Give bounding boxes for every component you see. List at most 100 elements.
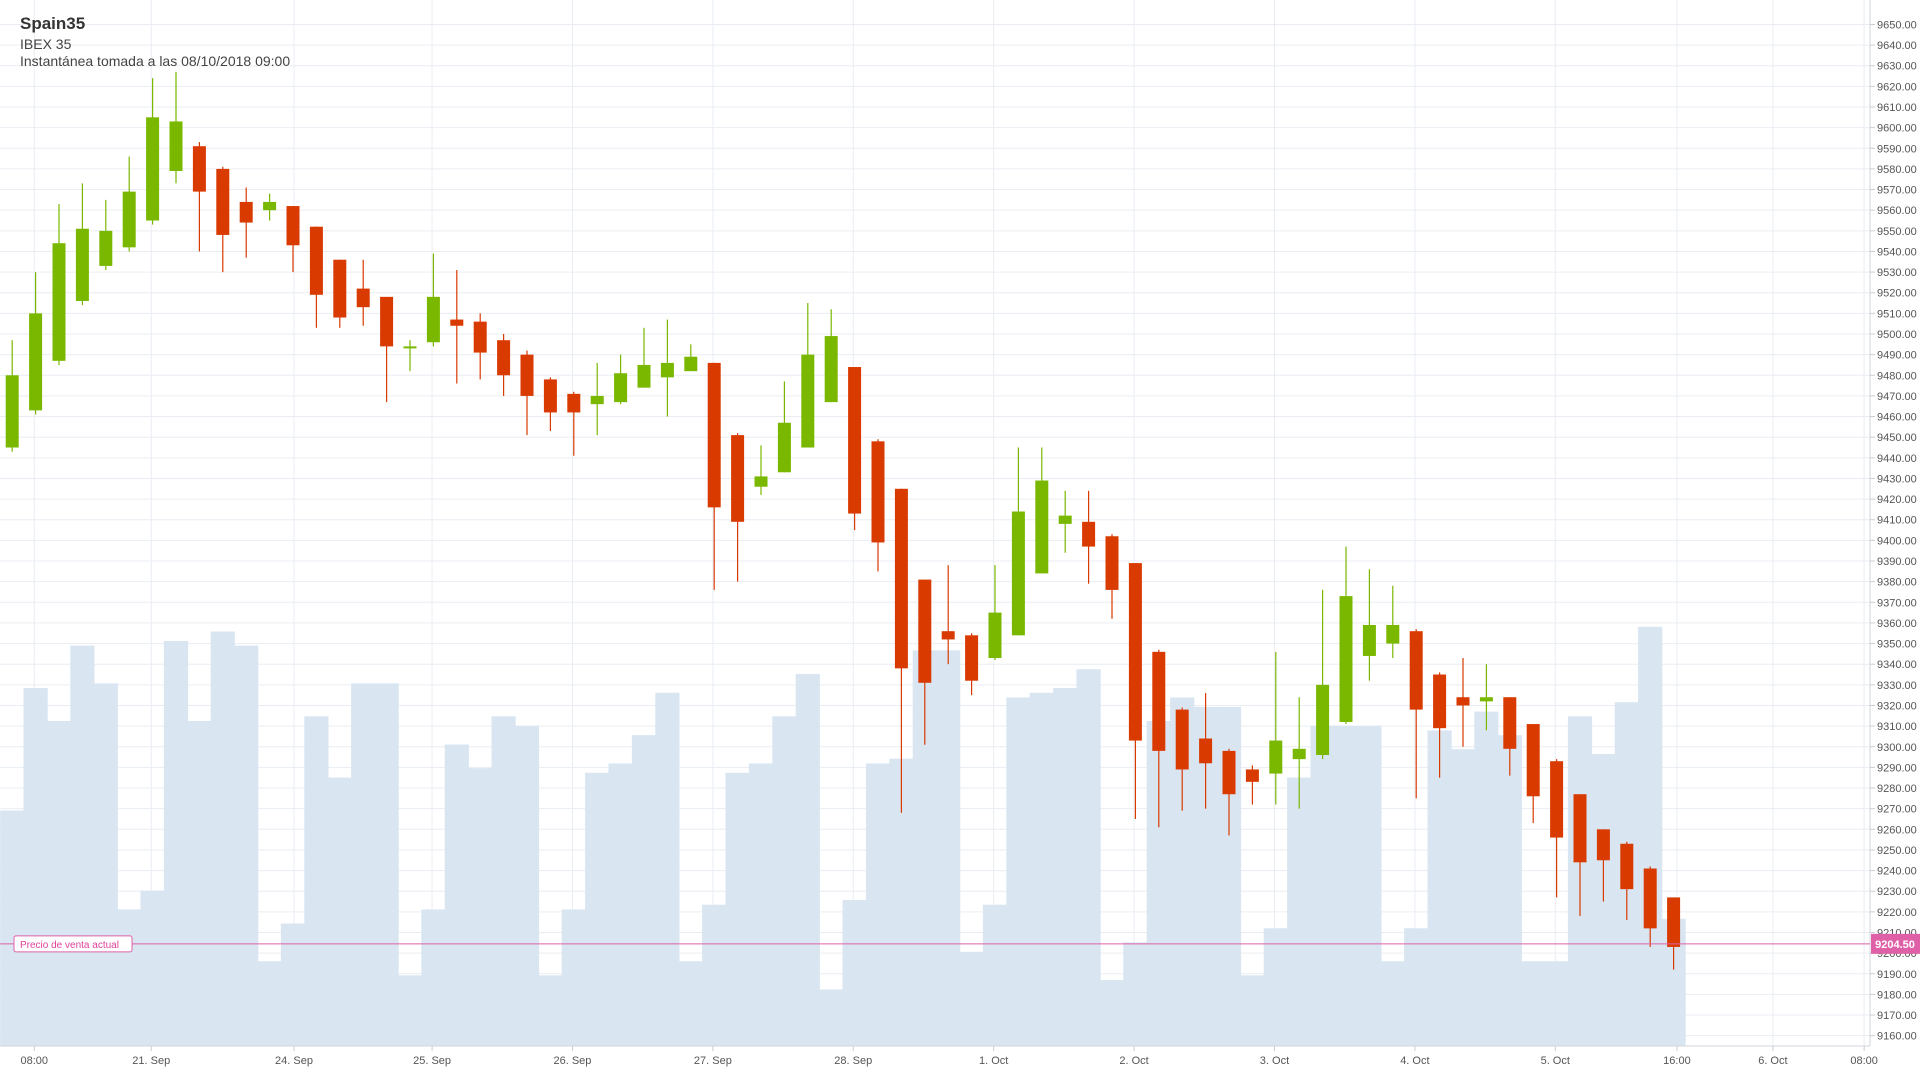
- y-tick-label: 9180.00: [1877, 989, 1917, 1001]
- volume-bar: [748, 763, 774, 1046]
- candle-body: [216, 168, 230, 235]
- candle-up: [29, 272, 43, 415]
- candle-body: [754, 476, 768, 487]
- candle-down: [1105, 534, 1119, 619]
- candle-body: [356, 288, 370, 308]
- candle-body: [5, 375, 19, 448]
- candle-body: [309, 226, 323, 295]
- candle-body: [1175, 709, 1189, 770]
- candle-down: [1222, 748, 1236, 836]
- y-tick-label: 9630.00: [1877, 61, 1917, 73]
- candle-body: [1339, 596, 1353, 722]
- volume-bar: [257, 961, 282, 1046]
- volume-bar: [1544, 961, 1569, 1046]
- volume-bar: [234, 645, 259, 1046]
- volume-bar: [210, 631, 235, 1046]
- y-tick-label: 9230.00: [1877, 886, 1917, 898]
- x-tick-label: 25. Sep: [413, 1055, 451, 1067]
- volume-bar: [1427, 730, 1452, 1046]
- y-tick-label: 9650.00: [1877, 19, 1917, 31]
- candle-body: [1011, 511, 1025, 636]
- volume-bar: [1006, 697, 1031, 1046]
- current-price-tag: [1871, 933, 1920, 954]
- volume-bar: [117, 909, 142, 1046]
- candle-body: [941, 631, 955, 640]
- y-tick-label: 9260.00: [1877, 824, 1917, 836]
- x-tick-label: 16:00: [1663, 1055, 1691, 1067]
- volume-series: [0, 626, 1686, 1046]
- candle-body: [1058, 515, 1072, 524]
- candle-body: [614, 373, 628, 403]
- y-tick-label: 9320.00: [1877, 700, 1917, 712]
- candle-down: [1409, 629, 1423, 799]
- y-tick-label: 9360.00: [1877, 618, 1917, 630]
- candle-body: [1433, 674, 1447, 729]
- candle-down: [1503, 697, 1517, 776]
- y-tick-label: 9540.00: [1877, 246, 1917, 258]
- candle-body: [1128, 563, 1142, 741]
- snapshot-timestamp: Instantánea tomada a las 08/10/2018 09:0…: [20, 53, 291, 69]
- candle-body: [1199, 738, 1213, 764]
- x-tick-label: 5. Oct: [1541, 1055, 1570, 1067]
- y-tick-label: 9400.00: [1877, 535, 1917, 547]
- x-tick-label: 08:00: [1850, 1055, 1878, 1067]
- candle-down: [848, 367, 862, 531]
- volume-bar: [421, 909, 446, 1046]
- candle-down: [918, 579, 932, 745]
- candle-body: [1105, 536, 1119, 590]
- candle-up: [52, 203, 66, 365]
- x-tick-label: 1. Oct: [979, 1055, 1008, 1067]
- candle-down: [286, 206, 300, 273]
- candle-body: [1035, 480, 1049, 574]
- current-price-value: 9204.50: [1875, 939, 1915, 951]
- current-price-label: Precio de venta actual: [20, 940, 119, 951]
- candle-body: [543, 379, 557, 413]
- volume-bar: [491, 716, 516, 1046]
- candle-down: [1550, 759, 1564, 898]
- candle-down: [1596, 829, 1610, 902]
- candle-body: [29, 313, 43, 411]
- candle-up: [263, 193, 277, 221]
- candle-body: [520, 354, 534, 396]
- y-tick-label: 9160.00: [1877, 1031, 1917, 1043]
- candle-down: [192, 142, 206, 252]
- y-tick-label: 9590.00: [1877, 143, 1917, 155]
- candle-body: [192, 146, 206, 192]
- candle-body: [707, 362, 721, 508]
- candle-body: [1269, 740, 1283, 774]
- candle-down: [497, 334, 511, 396]
- volume-bar: [468, 768, 493, 1046]
- candle-down: [894, 488, 908, 813]
- candle-up: [75, 183, 89, 306]
- candle-down: [1433, 672, 1447, 778]
- y-tick-label: 9390.00: [1877, 556, 1917, 568]
- candle-body: [1386, 624, 1400, 644]
- candle-down: [965, 633, 979, 696]
- candle-up: [1386, 585, 1400, 659]
- volume-bar: [842, 899, 867, 1046]
- y-tick-label: 9550.00: [1877, 226, 1917, 238]
- candle-body: [918, 579, 932, 683]
- candle-body: [497, 340, 511, 376]
- volume-bar: [1357, 725, 1382, 1046]
- y-tick-label: 9250.00: [1877, 845, 1917, 857]
- x-tick-label: 21. Sep: [132, 1055, 170, 1067]
- candle-body: [684, 356, 698, 372]
- candle-down: [333, 259, 347, 328]
- x-tick-label: 24. Sep: [275, 1055, 313, 1067]
- x-tick-label: 4. Oct: [1400, 1055, 1429, 1067]
- y-tick-label: 9290.00: [1877, 762, 1917, 774]
- candle-body: [1316, 684, 1330, 756]
- y-tick-label: 9190.00: [1877, 969, 1917, 981]
- candle-body: [1292, 748, 1306, 760]
- candle-body: [590, 395, 604, 405]
- volume-bar: [725, 772, 750, 1046]
- candle-down: [1245, 765, 1259, 805]
- volume-bar: [1123, 942, 1148, 1046]
- candle-body: [848, 367, 862, 514]
- candle-down: [707, 362, 721, 590]
- volume-bar: [1521, 961, 1546, 1046]
- candle-down: [1152, 649, 1166, 828]
- candle-down: [1526, 724, 1540, 824]
- volume-bar: [1053, 688, 1078, 1046]
